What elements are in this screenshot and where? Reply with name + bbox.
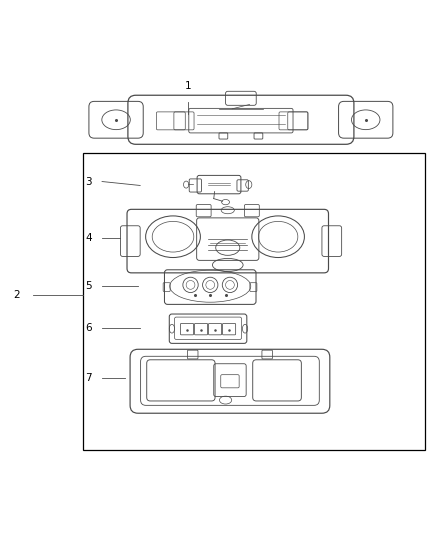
Text: 4: 4	[85, 233, 92, 243]
Text: 3: 3	[85, 176, 92, 187]
Text: 7: 7	[85, 373, 92, 383]
Bar	[83, 152, 425, 450]
Text: 1: 1	[185, 82, 192, 91]
Text: 2: 2	[13, 290, 20, 300]
Text: 6: 6	[85, 323, 92, 333]
Text: 5: 5	[85, 281, 92, 291]
